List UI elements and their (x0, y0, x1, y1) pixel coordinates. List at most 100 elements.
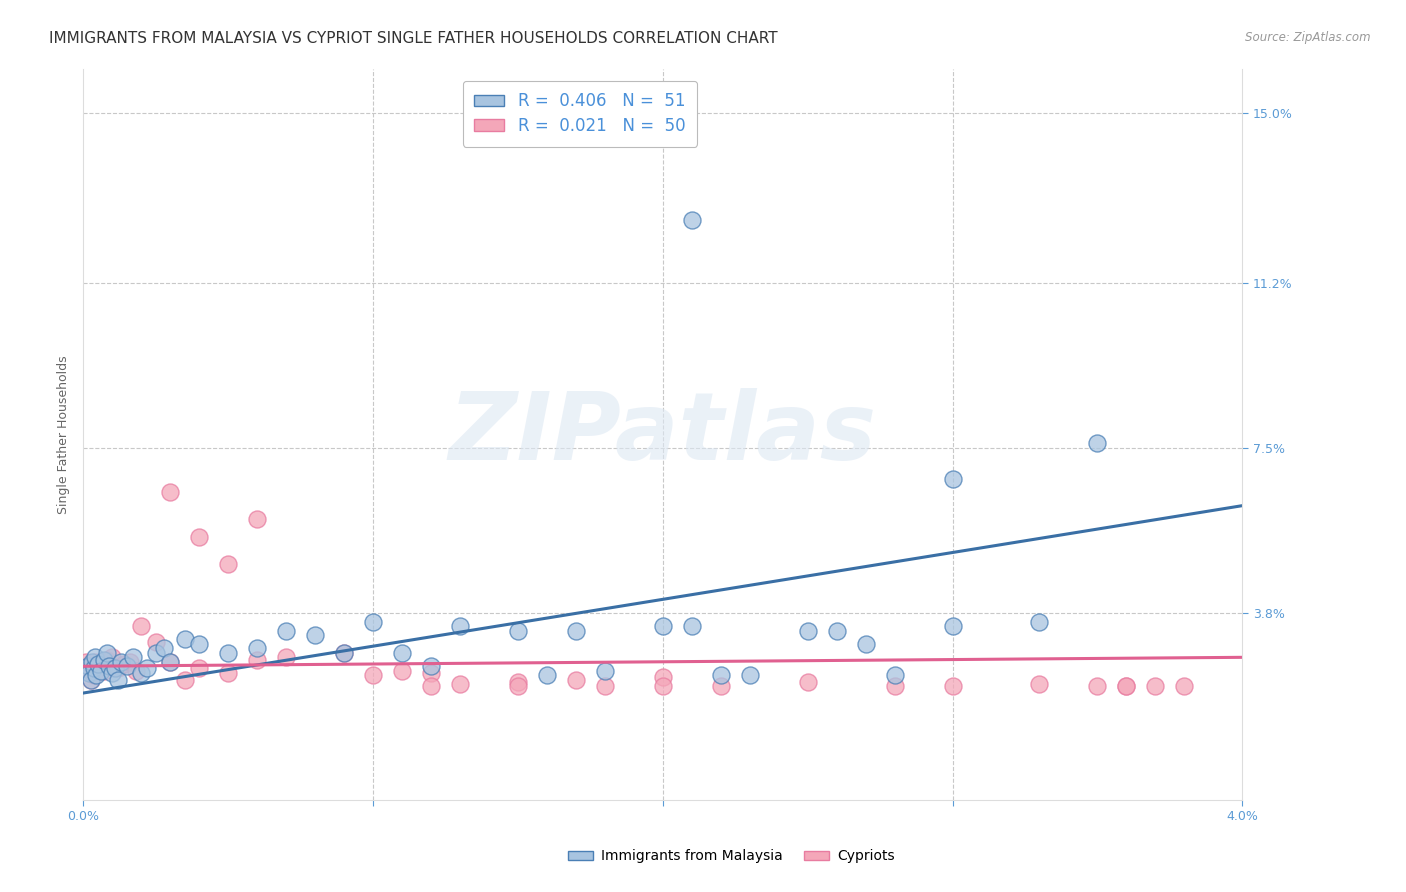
Point (506, 624, 529, 638)
Point (104, 661, 127, 675)
Point (710, 668, 733, 682)
Point (565, 624, 588, 638)
Point (217, 646, 239, 660)
Point (75, 655, 97, 669)
Y-axis label: Single Father Households: Single Father Households (58, 355, 70, 514)
Point (855, 637, 877, 651)
Point (420, 665, 443, 680)
Point (361, 615, 384, 629)
Point (246, 512, 269, 526)
Point (159, 655, 181, 669)
Point (217, 557, 239, 571)
Point (1173, 679, 1195, 693)
Point (217, 665, 239, 680)
Point (883, 679, 905, 693)
Point (145, 634, 167, 648)
Point (77, 664, 100, 678)
Point (593, 679, 616, 693)
Point (131, 619, 153, 633)
Point (84, 655, 107, 669)
Point (159, 485, 181, 500)
Point (681, 213, 703, 227)
Point (188, 661, 211, 675)
Point (110, 655, 132, 669)
Point (131, 665, 153, 680)
Point (80, 655, 103, 669)
Point (188, 637, 211, 651)
Point (941, 619, 963, 633)
Point (276, 624, 298, 638)
Point (391, 646, 413, 660)
Point (93, 652, 115, 666)
Point (121, 650, 143, 665)
Point (1144, 679, 1167, 693)
Point (941, 472, 963, 486)
Point (333, 646, 356, 660)
Point (83, 661, 105, 675)
Point (87, 657, 110, 671)
Point (124, 664, 146, 678)
Point (90, 657, 112, 671)
Point (449, 619, 471, 633)
Point (333, 646, 356, 660)
Point (796, 674, 818, 689)
Point (112, 657, 135, 671)
Point (87, 661, 110, 675)
Point (188, 530, 211, 544)
Point (101, 665, 124, 680)
Point (883, 668, 905, 682)
Point (159, 655, 181, 669)
Point (80, 659, 103, 673)
Point (90, 664, 112, 678)
Point (1087, 436, 1109, 450)
Point (86, 668, 108, 682)
Point (304, 628, 326, 642)
Legend: R =  0.406   N =  51, R =  0.021   N =  50: R = 0.406 N = 51, R = 0.021 N = 50 (463, 80, 697, 146)
Point (145, 646, 167, 660)
Point (79, 673, 101, 687)
Point (738, 668, 761, 682)
Point (796, 624, 818, 638)
Text: IMMIGRANTS FROM MALAYSIA VS CYPRIOT SINGLE FATHER HOUSEHOLDS CORRELATION CHART: IMMIGRANTS FROM MALAYSIA VS CYPRIOT SING… (49, 31, 778, 46)
Point (506, 679, 529, 693)
Point (361, 668, 384, 682)
Point (420, 679, 443, 693)
Point (96, 646, 118, 660)
Point (246, 641, 269, 656)
Point (84, 650, 107, 665)
Point (98, 657, 121, 671)
Point (1028, 677, 1050, 691)
Point (153, 641, 176, 656)
Point (276, 650, 298, 665)
Point (941, 679, 963, 693)
Point (420, 659, 443, 673)
Point (1115, 679, 1137, 693)
Point (710, 679, 733, 693)
Text: ZIPatlas: ZIPatlas (449, 388, 877, 480)
Point (173, 673, 195, 687)
Point (77, 665, 100, 680)
Point (1115, 679, 1137, 693)
Point (136, 661, 159, 675)
Point (651, 670, 673, 684)
Point (506, 674, 529, 689)
Point (115, 659, 138, 673)
Point (246, 652, 269, 666)
Point (1087, 679, 1109, 693)
Point (536, 668, 558, 682)
Point (96, 652, 118, 666)
Point (107, 661, 129, 675)
Point (76, 659, 98, 673)
Point (118, 655, 141, 669)
Point (681, 619, 703, 633)
Point (391, 664, 413, 678)
Point (825, 624, 848, 638)
Point (101, 650, 124, 665)
Legend: Immigrants from Malaysia, Cypriots: Immigrants from Malaysia, Cypriots (562, 844, 900, 869)
Point (651, 619, 673, 633)
Text: Source: ZipAtlas.com: Source: ZipAtlas.com (1246, 31, 1371, 45)
Point (1028, 615, 1050, 629)
Point (98, 659, 121, 673)
Point (449, 677, 471, 691)
Point (79, 673, 101, 687)
